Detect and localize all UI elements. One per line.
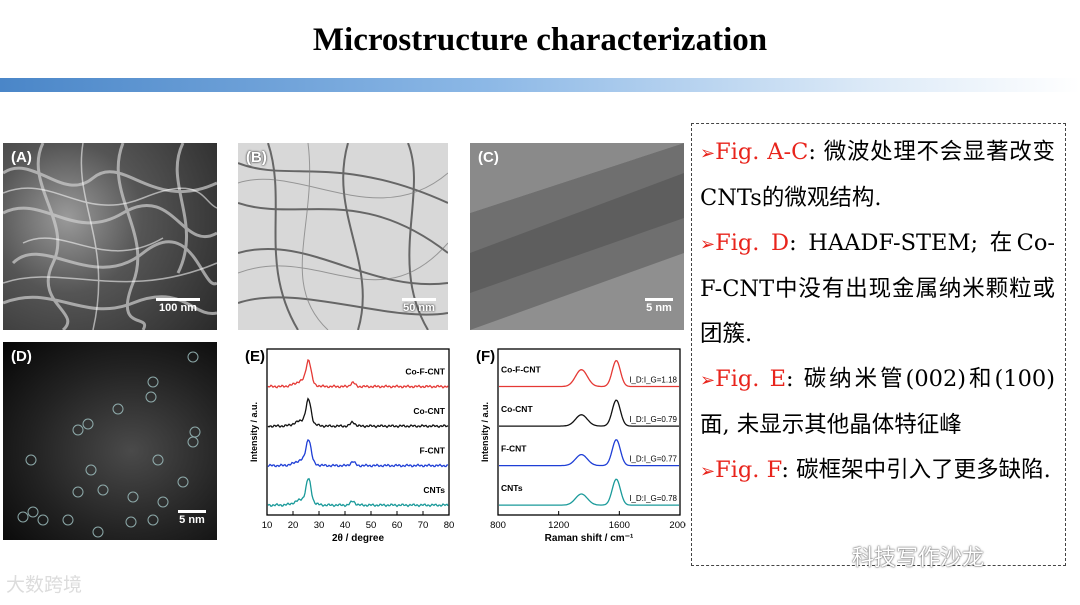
x-tick-label: 50: [366, 520, 377, 531]
ratio-label: I_D:I_G=0.77: [629, 455, 677, 464]
x-axis-label: 2θ / degree: [332, 533, 385, 543]
note-key: Fig. D: [715, 230, 790, 256]
arrow-icon: ➢: [700, 461, 716, 482]
sem-texture: [3, 143, 217, 330]
series-label: F-CNT: [501, 444, 527, 454]
arrow-icon: ➢: [700, 143, 716, 164]
header-gradient-bar: [0, 78, 1080, 92]
panel-label: (B): [246, 149, 267, 166]
x-tick-label: 800: [490, 520, 506, 531]
panel-c-hrtem-image: (C) 5 nm: [470, 143, 684, 330]
panel-b-tem-image: (B) 50 nm: [238, 143, 448, 330]
x-axis-label: Raman shift / cm⁻¹: [545, 533, 634, 543]
ratio-label: I_D:I_G=0.79: [629, 415, 677, 424]
series-line: [499, 359, 679, 388]
note-text: : HAADF-STEM; 在Co-F-CNT中没有出现金属纳米颗粒或团簇.: [700, 230, 1055, 347]
note-key: Fig. F: [715, 457, 782, 483]
note-text: : 碳纳米管(002)和(100)面, 未显示其他晶体特征峰: [700, 366, 1055, 438]
footer-logo: 大数跨境: [6, 574, 83, 596]
ratio-label: I_D:I_G=0.78: [629, 494, 677, 503]
scale-bar-label: 5 nm: [179, 514, 205, 526]
notes-box: ➢Fig. A-C: 微波处理不会显著改变CNTs的微观结构. ➢Fig. D: …: [691, 123, 1066, 566]
x-tick-label: 80: [444, 520, 455, 531]
arrow-icon: ➢: [700, 234, 716, 255]
series-line: [267, 477, 449, 508]
x-tick-label: 20: [288, 520, 299, 531]
y-axis-label: Intensity / a.u.: [249, 402, 259, 462]
haadf-texture: [17, 351, 201, 538]
panel-label: (A): [11, 149, 32, 166]
scale-bar-label: 5 nm: [646, 302, 672, 314]
scale-bar: 5 nm: [642, 298, 676, 314]
x-tick-label: 60: [392, 520, 403, 531]
slide-title: Microstructure characterization: [312, 22, 768, 58]
ratio-label: I_D:I_G=1.18: [629, 376, 677, 385]
note-key: Fig. A-C: [715, 139, 809, 165]
arrow-icon: ➢: [700, 370, 716, 391]
x-tick-label: 1600: [609, 520, 630, 531]
series-line: [267, 397, 449, 429]
scale-bar: 5 nm: [175, 510, 209, 526]
xrd-chart: (E) 10 20 30 40 50 60 70 80 2θ / degree Intensity …: [245, 348, 455, 543]
x-tick-label: 10: [262, 520, 273, 531]
series-line: [267, 358, 449, 389]
note-text: : 微波处理不会显著改变CNTs的微观结构.: [700, 139, 1055, 211]
series-label: F-CNT: [420, 446, 446, 456]
series-line: [499, 399, 679, 427]
series-label: CNTs: [501, 483, 523, 493]
panel-d-haadf-image: (D) 5 nm: [3, 342, 217, 540]
x-tick-label: 70: [418, 520, 429, 531]
tem-texture: [238, 143, 448, 330]
hrtem-texture: [470, 143, 684, 330]
panel-label: (D): [11, 348, 32, 365]
note-key: Fig. E: [715, 366, 786, 392]
series-line: [267, 439, 449, 468]
scale-bar: 100 nm: [153, 298, 203, 314]
note-item: ➢Fig. F: 碳框架中引入了更多缺陷.: [700, 448, 1055, 494]
x-tick-label: 1200: [548, 520, 569, 531]
scale-bar-label: 50 nm: [403, 302, 435, 314]
note-item: ➢Fig. E: 碳纳米管(002)和(100)面, 未显示其他晶体特征峰: [700, 357, 1055, 448]
panel-a-sem-image: (A) 100 nm: [3, 143, 217, 330]
x-tick-label: 2000: [669, 520, 686, 531]
panel-label: (C): [478, 149, 499, 166]
x-tick-label: 40: [340, 520, 351, 531]
series-line: [499, 478, 679, 506]
x-tick-label: 30: [314, 520, 325, 531]
raman-chart: (F) 800 1200 1600 2000 Raman shift / cm⁻¹ Inte…: [476, 348, 686, 543]
plot-frame: [266, 348, 450, 516]
plot-frame: [497, 348, 681, 516]
panel-label: (E): [245, 348, 265, 365]
series-label: Co-F-CNT: [501, 365, 541, 375]
series-label: Co-F-CNT: [405, 367, 445, 377]
note-text: : 碳框架中引入了更多缺陷.: [781, 457, 1051, 483]
series-label: Co-CNT: [501, 404, 533, 414]
note-item: ➢Fig. D: HAADF-STEM; 在Co-F-CNT中没有出现金属纳米颗…: [700, 221, 1055, 357]
series-label: Co-CNT: [413, 406, 445, 416]
scale-bar-label: 100 nm: [159, 302, 197, 314]
watermark: 科技写作沙龙: [852, 546, 985, 571]
note-item: ➢Fig. A-C: 微波处理不会显著改变CNTs的微观结构.: [700, 130, 1055, 221]
y-axis-label: Intensity / a.u.: [480, 402, 490, 462]
series-line: [499, 438, 679, 467]
panel-label: (F): [476, 348, 495, 365]
scale-bar: 50 nm: [398, 298, 440, 314]
series-label: CNTs: [423, 485, 445, 495]
